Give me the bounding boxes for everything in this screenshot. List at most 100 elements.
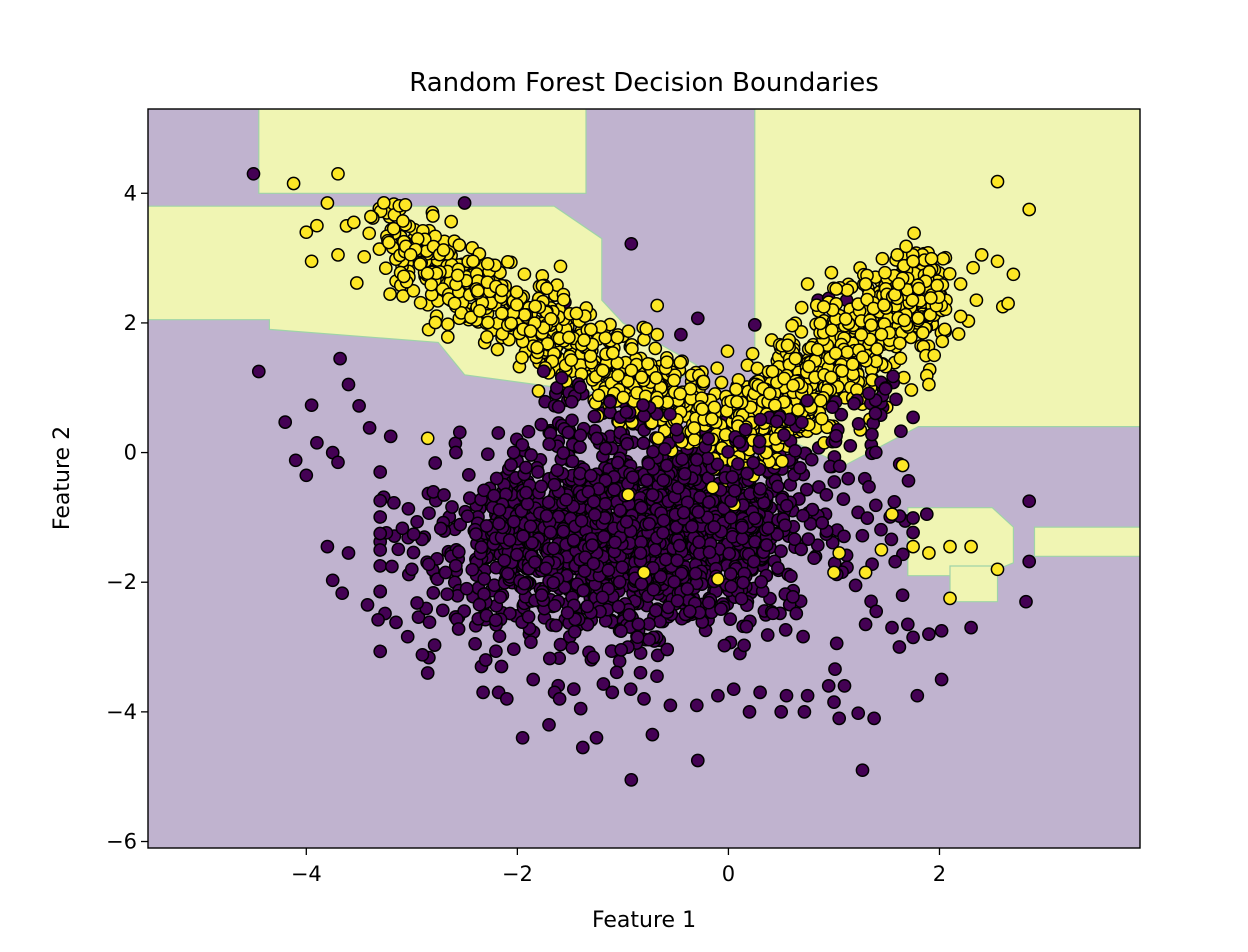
point-class0-1586 xyxy=(667,575,682,589)
point-class0-1921 xyxy=(675,452,690,467)
point-class0-1917 xyxy=(551,400,566,414)
point-class1-1490 xyxy=(786,378,800,393)
point-class1-1530 xyxy=(858,277,873,291)
point-class0-1656 xyxy=(610,455,625,470)
point-class0-1783 xyxy=(589,730,604,745)
point-class1-443 xyxy=(376,196,391,210)
point-class0-252 xyxy=(373,543,388,557)
point-class0-1815 xyxy=(895,588,910,603)
point-class0-1568 xyxy=(829,636,844,651)
point-class0-1831 xyxy=(499,692,514,706)
x-tick-label: −4 xyxy=(291,862,322,886)
point-class0-1563 xyxy=(516,529,530,544)
point-class0-1934 xyxy=(738,422,753,437)
point-class0-1926 xyxy=(732,435,747,449)
point-class1-1527 xyxy=(711,572,725,586)
point-class0-1652 xyxy=(519,485,533,500)
point-class0-1704 xyxy=(472,597,487,612)
point-class0-1966 xyxy=(636,398,650,412)
point-class0-1220 xyxy=(515,437,530,452)
point-class0-932 xyxy=(770,479,785,494)
class1-region-5 xyxy=(949,565,999,603)
point-class0-1898 xyxy=(725,470,740,484)
point-class0-1471 xyxy=(477,572,492,586)
point-class0-1789 xyxy=(797,705,812,719)
point-class0-1782 xyxy=(575,740,590,755)
point-class0-893 xyxy=(906,630,920,645)
point-class1-535 xyxy=(480,256,495,271)
point-class1-844 xyxy=(824,265,839,280)
point-class1-1142 xyxy=(794,325,809,339)
point-class0-1602 xyxy=(585,538,600,552)
point-class0-1819 xyxy=(800,688,815,703)
point-class0-1659 xyxy=(747,554,761,569)
point-class0-1610 xyxy=(507,514,521,529)
point-class1-1528 xyxy=(531,384,546,398)
point-class0-1618 xyxy=(760,628,775,642)
point-class0-647 xyxy=(623,682,638,697)
point-class0-1965 xyxy=(701,431,716,446)
point-class0-1121 xyxy=(722,546,737,561)
point-class0-1447 xyxy=(574,514,589,528)
point-class1-1195 xyxy=(840,283,855,298)
point-class0-1595 xyxy=(565,454,580,469)
point-class0-1765 xyxy=(373,465,388,479)
point-class0-1790 xyxy=(832,711,847,726)
point-class0-1758 xyxy=(310,435,324,450)
point-class0-1863 xyxy=(556,446,571,460)
point-class0-1922 xyxy=(868,445,883,460)
point-class0-1811 xyxy=(885,620,899,635)
point-class0-1643 xyxy=(608,535,622,550)
point-class0-1417 xyxy=(799,482,814,497)
point-class0-1757 xyxy=(299,468,314,483)
point-class1-603 xyxy=(509,297,524,312)
point-class1-601 xyxy=(616,390,631,405)
point-class0-1528 xyxy=(607,482,622,497)
point-class0-1882 xyxy=(847,396,861,411)
point-class1-1485 xyxy=(802,359,816,374)
point-class0-1755 xyxy=(288,453,303,468)
point-class0-1466 xyxy=(868,498,883,513)
point-class0-266 xyxy=(428,456,443,470)
point-class1-466 xyxy=(406,283,421,298)
point-class1-1318 xyxy=(924,251,939,266)
point-class0-1935 xyxy=(669,422,684,437)
point-class0-1828 xyxy=(573,701,588,716)
point-class0-1158 xyxy=(500,566,515,581)
point-class0-1771 xyxy=(360,598,375,612)
point-class0-1654 xyxy=(615,560,630,575)
point-class0-1350 xyxy=(848,578,863,593)
point-class0-1740 xyxy=(586,494,601,509)
point-class0-936 xyxy=(460,509,475,524)
point-class0-719 xyxy=(373,526,388,541)
point-class1-1451 xyxy=(911,281,926,296)
point-class0-1706 xyxy=(735,531,750,546)
point-class1-1538 xyxy=(922,377,936,392)
point-class0-1838 xyxy=(753,482,768,496)
point-class1-640 xyxy=(495,283,509,298)
point-class0-1766 xyxy=(383,429,398,444)
point-class0-1394 xyxy=(630,630,645,645)
point-class0-1101 xyxy=(633,665,648,680)
point-class0-884 xyxy=(524,448,538,462)
chart-title: Random Forest Decision Boundaries xyxy=(409,68,879,98)
point-class0-1969 xyxy=(878,381,893,396)
point-class0-1786 xyxy=(690,753,705,768)
point-class0-671 xyxy=(836,492,851,506)
point-class0-299 xyxy=(855,528,870,543)
point-class1-1510 xyxy=(452,238,467,252)
point-class0-1530 xyxy=(437,488,451,502)
point-class1-639 xyxy=(667,373,681,388)
point-class1-1303 xyxy=(899,239,913,254)
point-class0-1331 xyxy=(510,547,524,562)
point-class0-1957 xyxy=(636,436,651,451)
point-class0-1715 xyxy=(754,574,769,589)
point-class1-1457 xyxy=(730,395,744,409)
point-class1-887 xyxy=(745,346,760,361)
point-class0-1929 xyxy=(542,437,557,451)
point-class1-1031 xyxy=(893,351,908,366)
point-class0-576 xyxy=(906,525,920,540)
point-class1-974 xyxy=(714,375,729,390)
point-class1-1517 xyxy=(990,254,1005,269)
